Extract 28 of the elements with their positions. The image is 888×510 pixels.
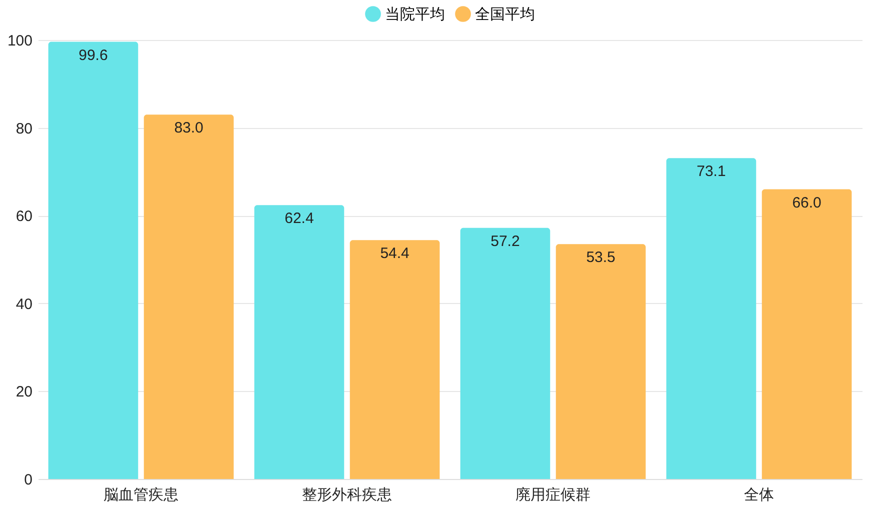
data-label: 62.4 — [284, 210, 314, 228]
bar — [666, 158, 756, 479]
y-tick-label: 80 — [16, 120, 32, 138]
legend-label: 当院平均 — [385, 6, 445, 23]
y-tick-label: 20 — [16, 384, 32, 401]
y-tick-label: 60 — [16, 208, 32, 226]
x-tick-label: 脳血管疾患 — [104, 486, 178, 504]
data-label: 73.1 — [696, 163, 726, 180]
x-tick-label: 全体 — [744, 486, 774, 504]
x-tick-label: 整形外科疾患 — [302, 486, 392, 504]
y-tick-label: 100 — [7, 32, 32, 50]
data-label: 99.6 — [78, 46, 108, 64]
bar — [762, 189, 852, 479]
y-tick-label: 0 — [24, 472, 32, 488]
bar — [556, 244, 646, 479]
y-tick-label: 40 — [16, 296, 32, 313]
data-label: 54.4 — [380, 245, 410, 262]
legend-label: 全国平均 — [475, 6, 535, 23]
bar — [460, 228, 550, 479]
bar — [144, 114, 234, 479]
data-label: 66.0 — [792, 194, 822, 212]
bar — [350, 240, 440, 479]
data-label: 83.0 — [174, 120, 204, 137]
x-tick-label: 廃用症候群 — [516, 486, 590, 504]
bar — [254, 205, 344, 479]
bar — [48, 42, 138, 479]
data-label: 57.2 — [490, 232, 520, 250]
data-label: 53.5 — [586, 249, 616, 266]
